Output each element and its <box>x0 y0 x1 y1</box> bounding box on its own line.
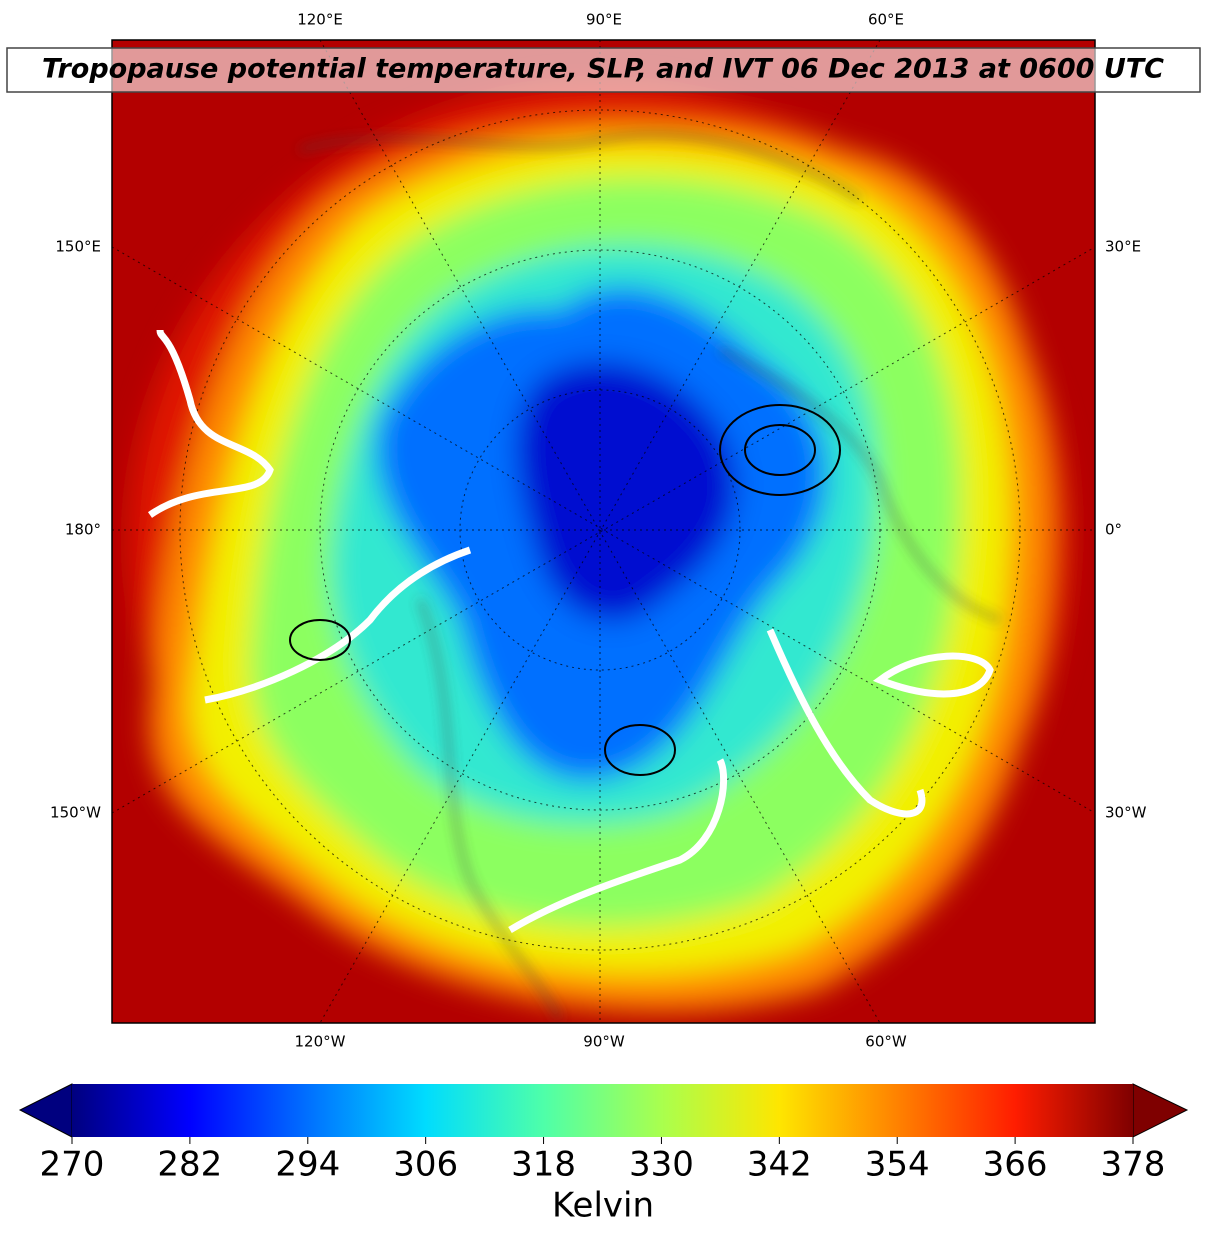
lon-label: 30°W <box>1105 804 1147 822</box>
lon-label: 120°W <box>295 1033 346 1051</box>
colorbar-extend-high <box>1132 1083 1189 1138</box>
map <box>112 40 1095 1023</box>
colorbar-tick-label: 270 <box>40 1145 105 1185</box>
lon-label: 90°E <box>586 11 622 29</box>
colorbar <box>72 1084 1133 1137</box>
lon-label: 30°E <box>1105 238 1141 256</box>
colorbar-extend-low <box>18 1083 73 1138</box>
colorbar-tick-label: 366 <box>983 1145 1048 1185</box>
colorbar-tick-label: 342 <box>747 1145 812 1185</box>
lon-label: 60°W <box>865 1033 907 1051</box>
colorbar-tick-label: 378 <box>1101 1145 1166 1185</box>
colorbar-tick-label: 354 <box>865 1145 930 1185</box>
lon-label: 150°E <box>55 238 101 256</box>
title-box <box>6 47 1201 93</box>
map-frame <box>111 39 1096 1024</box>
colorbar-label: Kelvin <box>552 1186 654 1226</box>
colorbar-tick-label: 294 <box>275 1145 340 1185</box>
lon-label: 120°E <box>297 11 343 29</box>
lon-label: 90°W <box>583 1033 625 1051</box>
title: Tropopause potential temperature, SLP, a… <box>42 54 1164 85</box>
colorbar-tick-label: 318 <box>511 1145 576 1185</box>
lon-label: 150°W <box>50 804 101 822</box>
colorbar-tick-label: 282 <box>157 1145 222 1185</box>
lon-label: 60°E <box>868 11 904 29</box>
colorbar-tick-label: 330 <box>629 1145 694 1185</box>
lon-label: 0° <box>1105 521 1122 539</box>
lon-label: 180° <box>65 521 101 539</box>
colorbar-tick-label: 306 <box>393 1145 458 1185</box>
